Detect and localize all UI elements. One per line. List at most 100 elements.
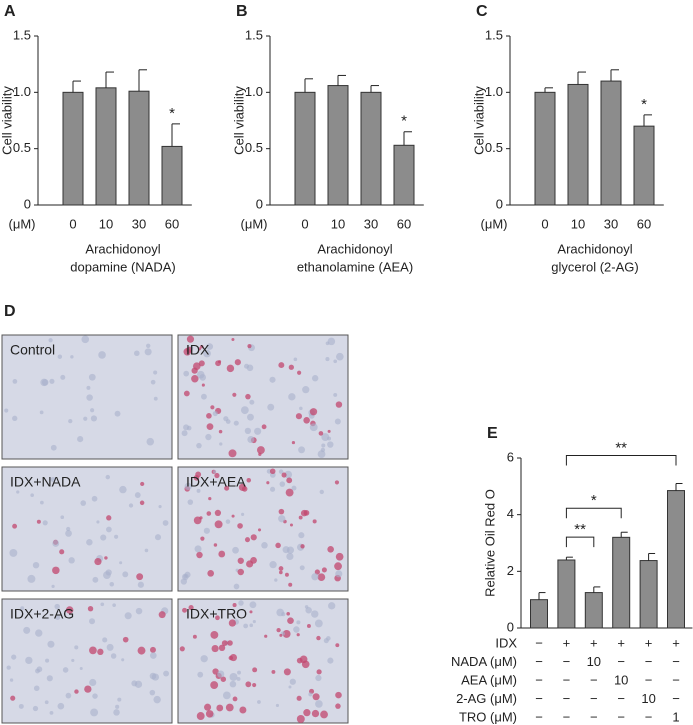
cell: [308, 692, 313, 697]
cell: [40, 378, 48, 387]
cell: [195, 471, 202, 478]
cell: [12, 523, 18, 529]
cell: [282, 546, 290, 554]
cell: [191, 375, 199, 383]
cell: [180, 578, 188, 585]
cell: [284, 470, 293, 479]
cell: [247, 436, 255, 443]
cell: [96, 520, 100, 524]
cell: [70, 355, 74, 359]
cell: [334, 562, 342, 571]
y-axis-label: Cell viability: [471, 86, 486, 155]
x-tick-label: 30: [604, 216, 618, 231]
cell: [199, 374, 207, 381]
cell: [214, 520, 223, 529]
cell: [36, 519, 41, 524]
cell: [321, 567, 327, 573]
significance: *: [169, 105, 175, 122]
cell: [182, 607, 188, 613]
cell: [60, 515, 65, 520]
condition-label: IDX: [495, 635, 517, 650]
cell: [201, 393, 207, 400]
cell: [316, 635, 321, 641]
cell: [149, 646, 156, 653]
comparison-label: *: [591, 492, 597, 509]
cell: [131, 680, 138, 687]
cell: [247, 413, 254, 421]
cell: [315, 674, 322, 682]
cell: [36, 666, 43, 673]
cell: [146, 437, 155, 446]
cell: [42, 520, 48, 526]
cell: [318, 431, 324, 436]
cell: [244, 427, 252, 435]
cell: [214, 509, 222, 517]
cell: [296, 633, 300, 637]
cell: [261, 542, 268, 549]
x-tick-label: 10: [99, 216, 113, 231]
cell: [335, 401, 343, 408]
cell: [225, 519, 231, 524]
cell: [239, 706, 247, 714]
cell: [137, 581, 144, 588]
cell: [234, 359, 241, 366]
cell: [124, 612, 132, 620]
cell: [66, 526, 71, 532]
bar: [128, 90, 150, 206]
cell: [221, 640, 228, 646]
cell: [9, 678, 14, 682]
cell: [33, 685, 40, 692]
cell: [150, 379, 156, 385]
x-tick-label: 0: [69, 216, 76, 231]
cell: [237, 670, 241, 675]
cell: [119, 485, 127, 494]
cell: [286, 612, 290, 616]
cell: [158, 505, 162, 509]
cell: [229, 680, 237, 688]
cell: [217, 360, 222, 364]
cell: [320, 447, 326, 453]
cell: [299, 565, 305, 571]
cell: [88, 373, 96, 381]
cell: [297, 370, 302, 375]
cell: [296, 695, 302, 701]
cell: [279, 633, 283, 637]
x-tick-label: 0: [541, 216, 548, 231]
cell: [249, 610, 253, 614]
cell: [97, 648, 104, 656]
condition-cell: −: [535, 654, 543, 669]
cell: [247, 344, 252, 349]
image-label: Control: [10, 342, 55, 358]
cell: [196, 712, 205, 720]
cell: [231, 337, 235, 341]
cell: [193, 516, 202, 525]
cell: [236, 677, 241, 681]
cell: [250, 534, 257, 541]
cell: [122, 636, 129, 643]
cell: [243, 623, 249, 629]
cell: [114, 410, 121, 417]
cell: [225, 703, 234, 712]
cell: [278, 469, 284, 474]
condition-cell: −: [590, 691, 598, 706]
cell: [314, 569, 320, 575]
cell: [206, 413, 212, 419]
cell: [204, 703, 212, 711]
cell: [213, 543, 218, 547]
cell: [245, 393, 251, 400]
cell: [276, 627, 281, 633]
cell: [275, 542, 281, 549]
y-axis-label: Cell viability: [231, 86, 246, 155]
cell: [52, 566, 60, 575]
bar: [530, 599, 548, 629]
cell: [246, 477, 252, 483]
cell: [103, 571, 111, 580]
bar: [600, 80, 622, 206]
cell: [186, 425, 192, 431]
cell: [320, 710, 328, 719]
condition-cell: +: [645, 635, 653, 650]
cell: [198, 347, 202, 351]
y-axis-label: Relative Oil Red O: [482, 489, 497, 597]
cell: [86, 394, 93, 401]
cell: [261, 424, 267, 430]
